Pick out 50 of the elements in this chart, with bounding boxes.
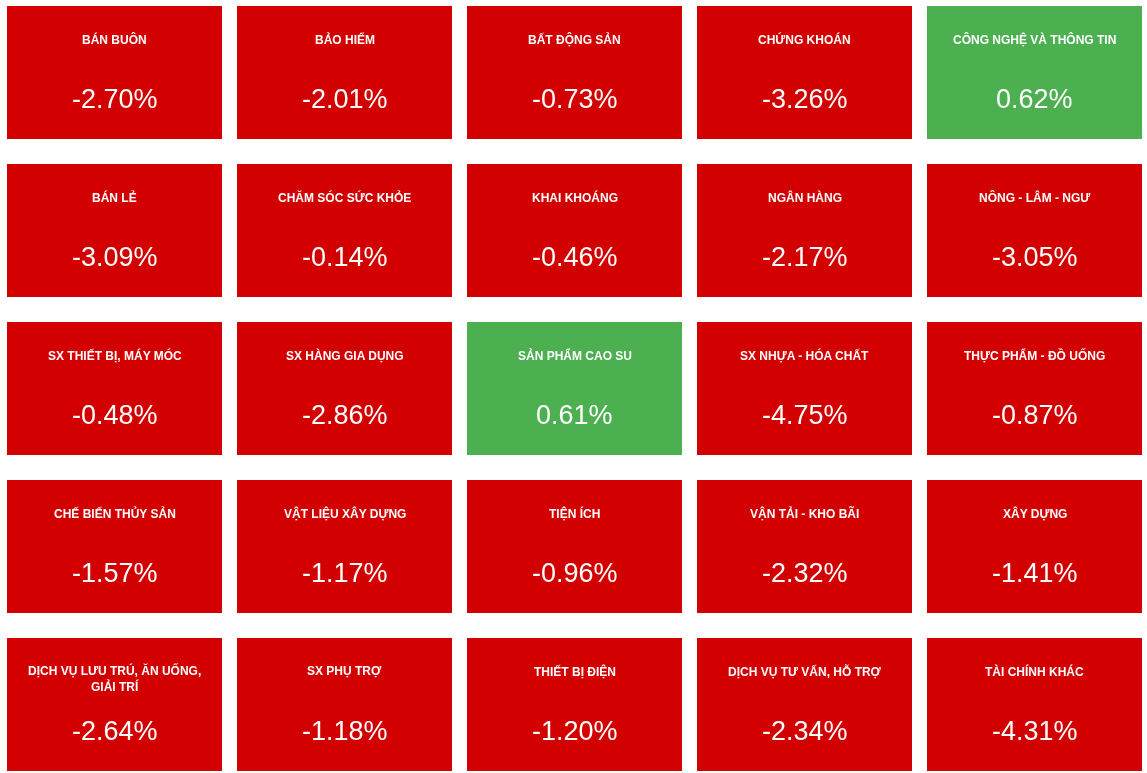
data-label: -1.18%: [302, 716, 388, 746]
category-label: SX THIẾT BỊ, MÁY MÓC: [48, 348, 183, 363]
data-label: 0.62%: [996, 84, 1073, 114]
category-label: NÔNG - LÂM - NGƯ: [979, 190, 1091, 205]
data-label: -3.26%: [762, 84, 848, 114]
category-label: DỊCH VỤ LƯU TRÚ, ĂN UỐNG, GIẢI TRÍ: [28, 663, 202, 694]
category-label: SX HÀNG GIA DỤNG: [286, 348, 404, 363]
category-label: BÁN BUÔN: [82, 32, 147, 47]
data-label: -2.01%: [302, 84, 388, 114]
category-label: CHẾ BIẾN THỦY SẢN: [54, 506, 176, 521]
category-label: XÂY DỰNG: [1003, 506, 1068, 521]
data-label: -2.34%: [762, 716, 848, 746]
data-label: -3.09%: [72, 242, 158, 272]
data-label: -1.20%: [532, 716, 618, 746]
data-label: -0.48%: [72, 400, 158, 430]
data-label: -0.87%: [992, 400, 1078, 430]
category-label: CÔNG NGHỆ VÀ THÔNG TIN: [953, 32, 1117, 47]
category-label: VẬT LIỆU XÂY DỰNG: [284, 506, 407, 521]
data-label: -0.46%: [532, 242, 618, 272]
data-label: -3.05%: [992, 242, 1078, 272]
category-label: BÁN LẺ: [92, 190, 137, 205]
category-label: THỰC PHẨM - ĐỒ UỐNG: [964, 348, 1106, 363]
data-label: -4.31%: [992, 716, 1078, 746]
data-label: -1.17%: [302, 558, 388, 588]
data-label: -4.75%: [762, 400, 848, 430]
data-label: -2.64%: [72, 716, 158, 746]
category-label: TÀI CHÍNH KHÁC: [985, 664, 1084, 679]
category-label: VẬN TẢI - KHO BÃI: [750, 506, 860, 521]
category-label: CHĂM SÓC SỨC KHỎE: [278, 190, 412, 205]
category-label: SẢN PHẨM CAO SU: [518, 348, 633, 363]
data-label: -2.70%: [72, 84, 158, 114]
data-label: -1.57%: [72, 558, 158, 588]
category-label: CHỨNG KHOÁN: [758, 32, 851, 47]
data-label: -2.32%: [762, 558, 848, 588]
category-label: THIẾT BỊ ĐIỆN: [534, 664, 617, 679]
data-label: -0.73%: [532, 84, 618, 114]
data-label: 0.61%: [536, 400, 613, 430]
data-label: -0.14%: [302, 242, 388, 272]
category-label: SX NHỰA - HÓA CHẤT: [740, 348, 870, 363]
data-label: -2.86%: [302, 400, 388, 430]
category-label: DỊCH VỤ TƯ VẤN, HỖ TRỢ: [728, 664, 882, 679]
category-label: TIỆN ÍCH: [549, 506, 601, 521]
data-label: -2.17%: [762, 242, 848, 272]
data-label: -0.96%: [532, 558, 618, 588]
category-label: KHAI KHOÁNG: [532, 190, 618, 205]
category-label: SX PHỤ TRỢ: [307, 664, 383, 678]
category-label: BẢO HIỂM: [315, 32, 375, 47]
category-label: NGÂN HÀNG: [768, 190, 842, 205]
data-label: -1.41%: [992, 558, 1078, 588]
category-label: BẤT ĐỘNG SẢN: [528, 32, 621, 47]
